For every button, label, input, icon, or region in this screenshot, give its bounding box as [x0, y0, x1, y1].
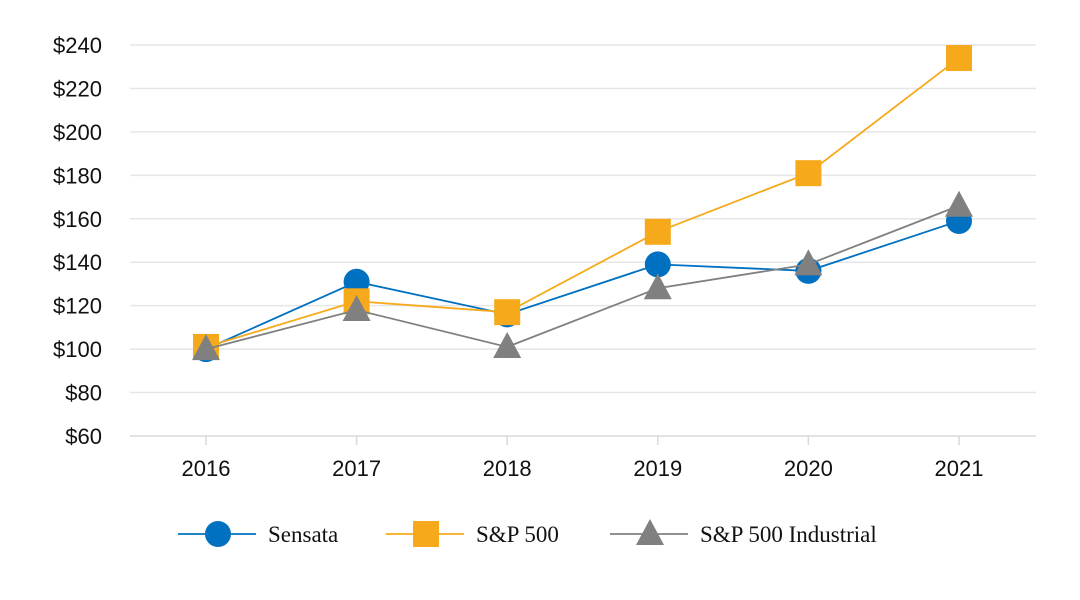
data-point-circle [644, 251, 671, 278]
y-axis-ticks: $60 $80 $100 $120 $140 $160 $180 $200 $220 $240 [53, 33, 102, 449]
data-point-triangle [342, 295, 371, 322]
data-point-triangle [945, 190, 973, 217]
x-tick-label: 2019 [633, 456, 682, 481]
series-line [205, 204, 960, 350]
data-point-square [795, 160, 822, 187]
data-point-triangle [794, 249, 823, 276]
data-point-square [494, 299, 521, 326]
legend-label: S&P 500 Industrial [700, 522, 877, 547]
x-tick-label: 2017 [332, 456, 381, 481]
legend: Sensata S&P 500 S&P 500 Industrial [178, 519, 877, 547]
y-tick-label: $200 [53, 120, 102, 145]
y-tick-label: $240 [53, 33, 102, 58]
data-point-square [644, 218, 671, 245]
series-line [205, 57, 960, 348]
y-tick-label: $80 [65, 381, 102, 406]
data-point-triangle [643, 273, 672, 300]
data-point-circle [343, 268, 370, 295]
y-tick-label: $220 [53, 76, 102, 101]
x-tick-label: 2018 [483, 456, 532, 481]
legend-marker-circle [205, 521, 231, 547]
y-tick-label: $160 [53, 207, 102, 232]
series-sensata [193, 207, 972, 363]
grid-lines [130, 44, 1036, 394]
y-tick-label: $120 [53, 294, 102, 319]
data-point-square [946, 45, 972, 72]
legend-item: S&P 500 [386, 521, 559, 547]
series-s-p-500-industrial [192, 190, 973, 361]
y-tick-label: $180 [53, 163, 102, 188]
data-point-triangle [493, 331, 522, 358]
y-tick-label: $60 [65, 424, 102, 449]
legend-marker-square [413, 521, 439, 547]
legend-label: S&P 500 [476, 522, 559, 547]
y-tick-label: $140 [53, 250, 102, 275]
y-tick-label: $100 [53, 337, 102, 362]
x-tick-label: 2021 [935, 456, 984, 481]
x-tick-label: 2020 [784, 456, 833, 481]
legend-item: S&P 500 Industrial [610, 519, 877, 547]
series-s-p-500 [193, 45, 972, 360]
legend-item: Sensata [178, 521, 338, 547]
series-group [192, 45, 973, 363]
legend-label: Sensata [268, 522, 338, 547]
legend-marker-triangle [636, 519, 664, 545]
series-line [205, 220, 960, 350]
x-tick-label: 2016 [182, 456, 231, 481]
x-axis-ticks: 2016 2017 2018 2019 2020 2021 [182, 436, 984, 481]
data-point-triangle [192, 334, 220, 361]
